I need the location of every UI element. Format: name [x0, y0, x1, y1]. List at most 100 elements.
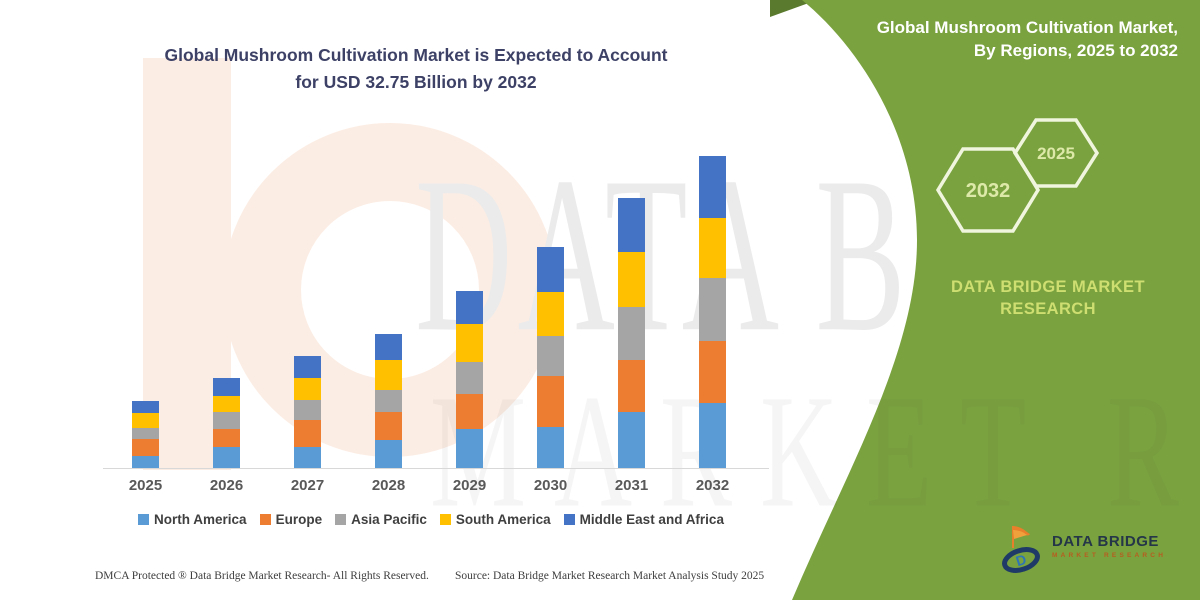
segment-2026-europe — [213, 428, 240, 447]
segment-2029-europe — [456, 393, 483, 429]
legend-swatch — [335, 514, 347, 525]
segment-2025-europe — [132, 439, 159, 456]
stacked-bar-2031 — [618, 198, 645, 468]
panel-title-line2: By Regions, 2025 to 2032 — [973, 41, 1178, 60]
segment-2032-europe — [699, 341, 726, 404]
stacked-bar-2028 — [375, 333, 402, 468]
panel-dark-corner-wedge — [770, 0, 817, 17]
brand-text: DATA BRIDGE MARKET RESEARCH — [912, 276, 1184, 320]
logo-swoosh-group: D — [1002, 547, 1040, 573]
chart-legend: North America Europe Asia Pacific South Ame… — [95, 512, 767, 527]
legend-swatch — [138, 514, 150, 525]
segment-2032-north-america — [699, 403, 726, 468]
segment-2028-north-america — [375, 440, 402, 468]
legend-item-north-america: North America — [138, 512, 247, 527]
segment-2026-asia-pacific — [213, 411, 240, 429]
hexagon-2025-label: 2025 — [1037, 144, 1075, 163]
legend-label: South America — [455, 512, 551, 527]
stacked-bar-2029 — [456, 290, 483, 468]
panel-title-line1: Global Mushroom Cultivation Market, — [876, 18, 1178, 37]
hexagon-2032-label: 2032 — [966, 180, 1011, 202]
legend-item-south-america: South America — [439, 512, 551, 527]
source-note: Source: Data Bridge Market Research Mark… — [455, 570, 765, 582]
brand-text-line1: DATA BRIDGE MARKET — [951, 278, 1145, 296]
x-label-2031: 2031 — [614, 477, 649, 494]
segment-2026-south-america — [213, 395, 240, 412]
legend-swatch — [439, 514, 451, 525]
x-axis-labels: 2025 2026 2027 2028 2029 2030 2031 2032 — [105, 477, 753, 494]
x-label-2032: 2032 — [695, 477, 730, 494]
stacked-bar-chart — [105, 138, 753, 468]
x-label-2025: 2025 — [128, 477, 163, 494]
stacked-bar-2025 — [132, 401, 159, 468]
logo-text: DATA BRIDGE MARKET RESEARCH — [1052, 533, 1166, 559]
legend-label: North America — [154, 512, 247, 527]
legend-swatch — [563, 514, 575, 525]
segment-2030-north-america — [537, 427, 564, 468]
brand-text-line2: RESEARCH — [1000, 300, 1096, 318]
segment-2031-south-america — [618, 251, 645, 307]
segment-2028-asia-pacific — [375, 389, 402, 412]
x-axis-line — [103, 468, 769, 469]
bar-column-2026 — [186, 138, 267, 468]
segment-2031-asia-pacific — [618, 306, 645, 361]
legend-label: Middle East and Africa — [579, 512, 724, 527]
segment-2028-middle-east-and-africa — [375, 333, 402, 361]
segment-2032-middle-east-and-africa — [699, 156, 726, 219]
segment-2027-europe — [294, 420, 321, 447]
bar-column-2032 — [672, 138, 753, 468]
chart-title: Global Mushroom Cultivation Market is Ex… — [138, 42, 694, 96]
x-label-2028: 2028 — [371, 477, 406, 494]
segment-2030-asia-pacific — [537, 335, 564, 376]
legend-item-asia-pacific: Asia Pacific — [335, 512, 427, 527]
stacked-bar-2030 — [537, 246, 564, 468]
chart-title-line1: Global Mushroom Cultivation Market is Ex… — [164, 45, 668, 65]
hexagon-badges: 2032 2025 — [935, 118, 1100, 233]
bars-plot-area — [105, 138, 753, 468]
x-label-2029: 2029 — [452, 477, 487, 494]
segment-2025-asia-pacific — [132, 428, 159, 440]
legend-swatch — [259, 514, 271, 525]
logo-d-letter: D — [1014, 551, 1029, 569]
segment-2029-south-america — [456, 324, 483, 363]
segment-2031-europe — [618, 360, 645, 412]
logo-subtitle: MARKET RESEARCH — [1052, 552, 1167, 559]
segment-2031-middle-east-and-africa — [618, 198, 645, 252]
segment-2027-south-america — [294, 378, 321, 401]
segment-2029-asia-pacific — [456, 362, 483, 394]
segment-2031-north-america — [618, 411, 645, 468]
x-label-2027: 2027 — [290, 477, 325, 494]
legend-label: Europe — [275, 512, 323, 527]
segment-2032-asia-pacific — [699, 278, 726, 342]
legend-label: Asia Pacific — [351, 512, 427, 527]
segment-2027-asia-pacific — [294, 400, 321, 421]
segment-2028-europe — [375, 411, 402, 441]
bar-column-2025 — [105, 138, 186, 468]
segment-2030-europe — [537, 375, 564, 427]
legend-item-europe: Europe — [259, 512, 323, 527]
data-bridge-logo-icon: D — [1002, 526, 1040, 573]
x-label-2030: 2030 — [533, 477, 568, 494]
bar-column-2027 — [267, 138, 348, 468]
segment-2030-south-america — [537, 291, 564, 336]
bar-column-2030 — [510, 138, 591, 468]
segment-2026-middle-east-and-africa — [213, 378, 240, 396]
bar-column-2029 — [429, 138, 510, 468]
panel-title: Global Mushroom Cultivation Market, By R… — [788, 16, 1178, 62]
segment-2026-north-america — [213, 447, 240, 468]
dmca-notice: DMCA Protected ® Data Bridge Market Rese… — [95, 570, 429, 582]
legend-item-middle-east-and-africa: Middle East and Africa — [563, 512, 724, 527]
segment-2029-north-america — [456, 428, 483, 468]
logo-name: DATA BRIDGE — [1052, 533, 1159, 550]
bar-column-2031 — [591, 138, 672, 468]
segment-2025-south-america — [132, 412, 159, 429]
segment-2030-middle-east-and-africa — [537, 246, 564, 292]
data-bridge-logo: D DATA BRIDGE MARKET RESEARCH — [1000, 524, 1166, 576]
stacked-bar-2026 — [213, 378, 240, 468]
stacked-bar-2027 — [294, 355, 321, 468]
segment-2028-south-america — [375, 360, 402, 390]
segment-2029-middle-east-and-africa — [456, 290, 483, 325]
chart-title-line2: for USD 32.75 Billion by 2032 — [295, 72, 537, 92]
segment-2027-middle-east-and-africa — [294, 355, 321, 379]
